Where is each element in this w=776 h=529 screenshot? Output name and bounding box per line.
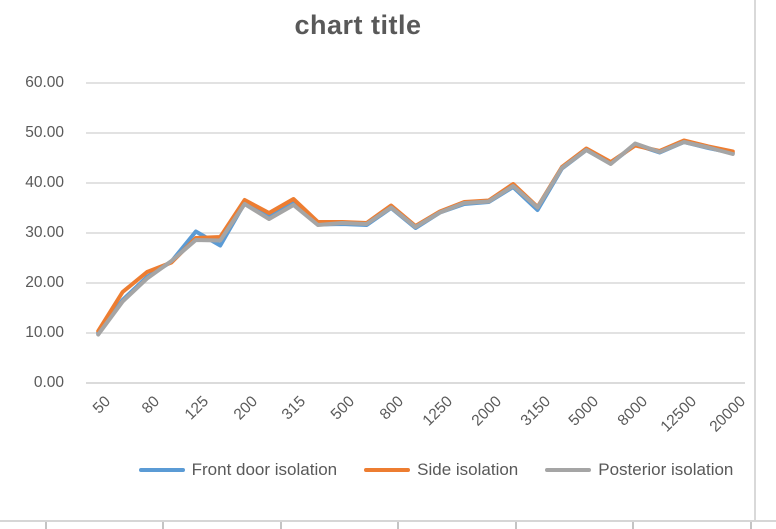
series-line-front-door-isolation[interactable] <box>96 140 735 335</box>
y-axis-tick-label: 10.00 <box>25 324 64 341</box>
y-axis-tick-label: 40.00 <box>25 174 64 191</box>
sheet-column-separator <box>280 522 282 529</box>
chart-legend: Front door isolation Side isolation Post… <box>96 452 776 488</box>
legend-item-posterior-isolation[interactable]: Posterior isolation <box>545 460 733 480</box>
y-axis-tick-label: 60.00 <box>25 74 64 91</box>
legend-swatch-orange <box>364 467 411 473</box>
y-axis-tick-label: 0.00 <box>33 374 64 391</box>
sheet-column-separator <box>45 522 47 529</box>
sheet-column-separator <box>397 522 399 529</box>
legend-label: Posterior isolation <box>598 460 734 479</box>
sheet-column-separator <box>162 522 164 529</box>
sheet-column-separator <box>750 522 752 529</box>
chart-object[interactable]: chart title 0.00 10.00 20.00 30.00 40.00 50.0… <box>0 0 756 520</box>
sheet-column-separator <box>632 522 634 529</box>
legend-item-side-isolation[interactable]: Side isolation <box>364 460 518 480</box>
legend-label: Front door isolation <box>191 460 338 479</box>
series-line-posterior-isolation[interactable] <box>96 140 735 337</box>
sheet-row-border <box>0 520 776 522</box>
legend-swatch-gray <box>545 467 592 473</box>
y-axis-tick-label: 30.00 <box>25 224 64 241</box>
chart-title[interactable]: chart title <box>294 10 422 40</box>
legend-item-front-door-isolation[interactable]: Front door isolation <box>138 460 338 480</box>
legend-swatch-blue <box>138 467 185 473</box>
y-axis-tick-label: 20.00 <box>25 274 64 291</box>
y-axis-tick-label: 50.00 <box>25 124 64 141</box>
plot-svg <box>86 82 745 384</box>
legend-label: Side isolation <box>417 460 519 479</box>
sheet-column-separator <box>515 522 517 529</box>
